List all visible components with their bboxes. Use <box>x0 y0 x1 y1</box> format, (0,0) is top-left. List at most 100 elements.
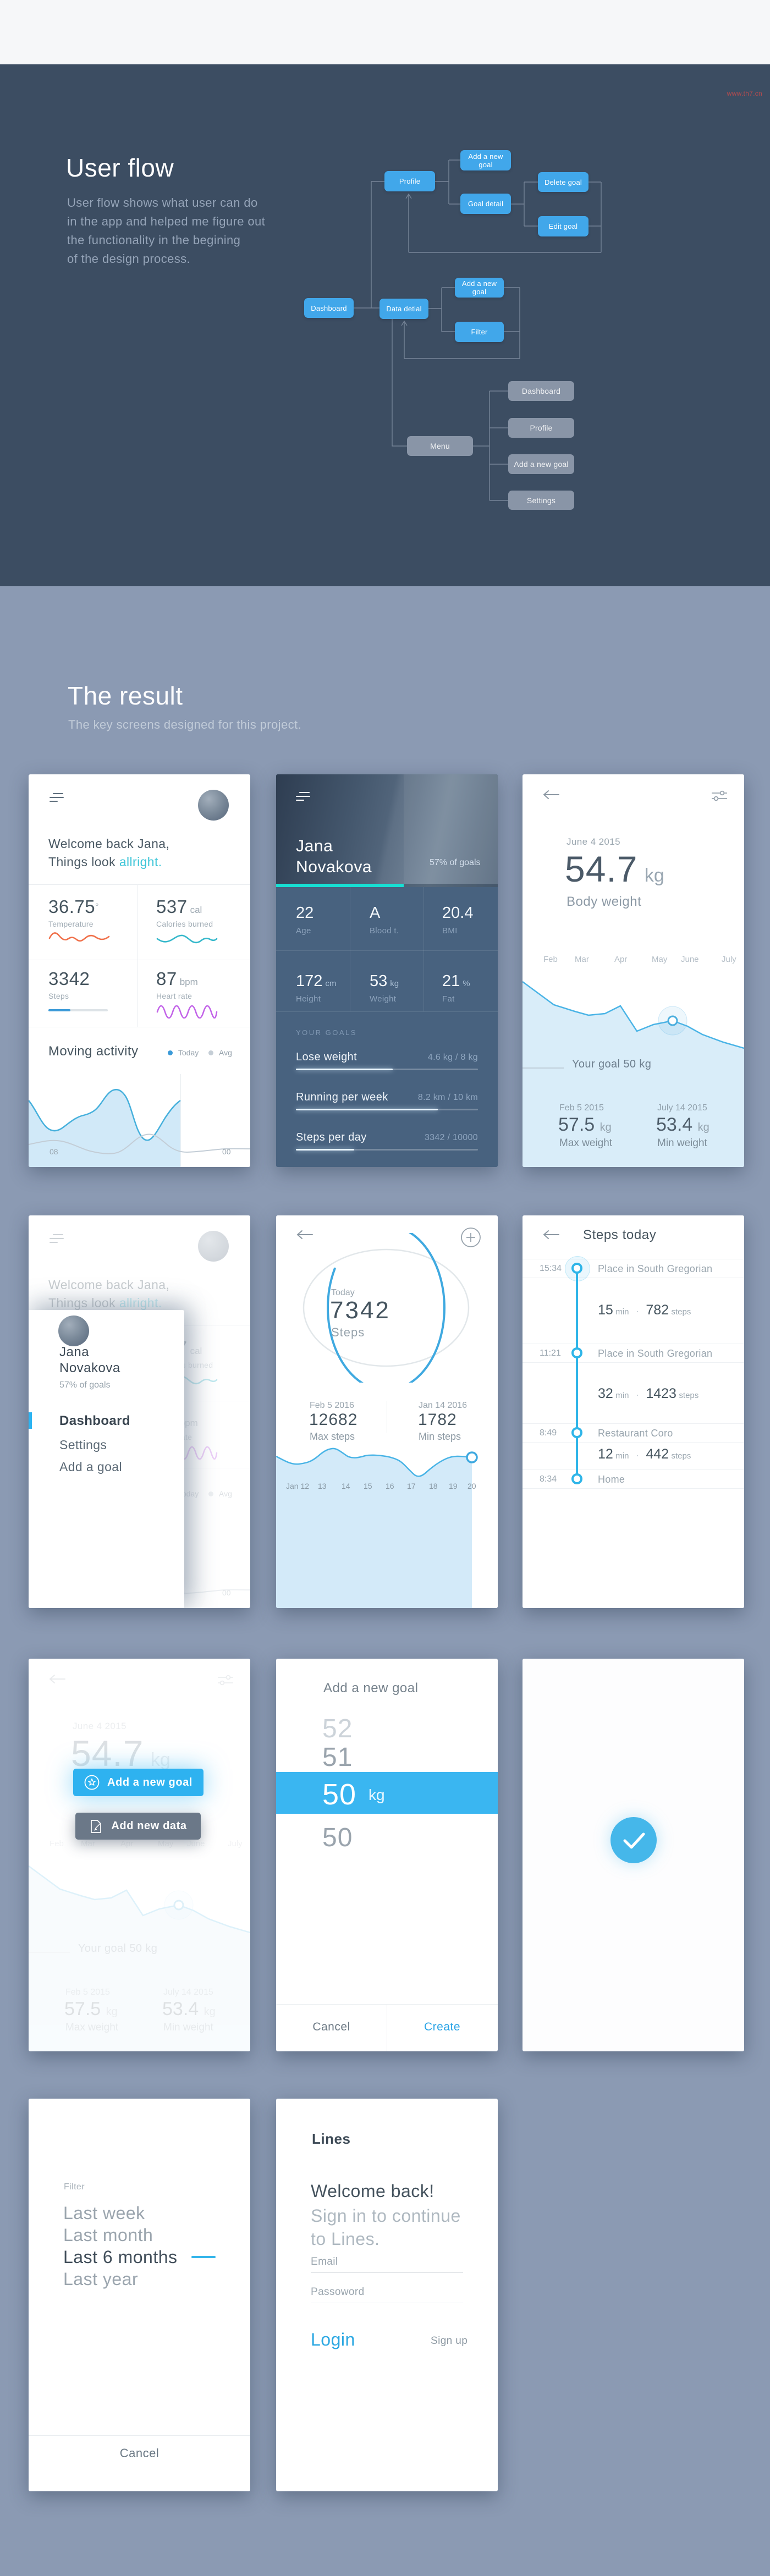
login-button[interactable]: Login <box>311 2330 355 2349</box>
picker-option[interactable]: 50 <box>322 1823 353 1852</box>
timeline-node <box>571 1347 582 1358</box>
success-check-circle <box>610 1817 657 1863</box>
month-tick[interactable]: Feb <box>543 955 558 964</box>
weight-reading: 54.7 kg <box>565 848 664 890</box>
flow-node-profile: Profile <box>384 171 435 191</box>
picker-option[interactable]: 51 <box>322 1743 353 1772</box>
month-tick[interactable]: May <box>158 1839 174 1848</box>
userflow-desc-line: the functionality in the begining <box>67 233 241 247</box>
signup-link[interactable]: Sign up <box>431 2335 468 2347</box>
login-subline1: Sign in to continue <box>311 2206 461 2226</box>
flow-node-menu-dashboard: Dashboard <box>508 381 574 401</box>
steps-progress-ring <box>302 1233 470 1383</box>
drawer-name-line1: Jana <box>59 1345 90 1359</box>
x-tick: Jan 12 <box>286 1482 310 1490</box>
welcome-accent: allright. <box>119 855 162 869</box>
min-steps-label: Min steps <box>419 1431 461 1442</box>
userflow-desc-line: User flow shows what user can do <box>67 196 258 210</box>
goal-name: Running per week <box>296 1091 388 1103</box>
menu-item-add-goal[interactable]: Add a goal <box>59 1460 122 1474</box>
top-strip <box>0 0 770 64</box>
photo-highlight <box>404 774 498 887</box>
create-button[interactable]: Create <box>424 2021 461 2033</box>
event-place: Place in South Gregorian <box>598 1263 713 1274</box>
add-plus-icon[interactable] <box>460 1226 482 1248</box>
back-arrow-icon[interactable] <box>542 790 560 800</box>
menu-drawer: Jana Novakova 57% of goals Dashboard Set… <box>29 1310 184 1608</box>
flow-node-data-detail: Data detial <box>380 299 428 319</box>
back-arrow-icon[interactable] <box>48 1674 66 1684</box>
stat-weight-label: Weight <box>370 994 397 1004</box>
menu-item-dashboard[interactable]: Dashboard <box>59 1413 130 1428</box>
month-tick[interactable]: June <box>187 1839 205 1848</box>
hamburger-menu-icon[interactable] <box>50 1234 64 1243</box>
menu-item-settings[interactable]: Settings <box>59 1438 107 1452</box>
star-icon <box>84 1775 100 1790</box>
heart-rate-unit: bpm <box>179 977 198 987</box>
x-tick: 19 <box>449 1482 458 1490</box>
month-tick[interactable]: Apr <box>614 955 628 964</box>
temperature-sparkline <box>48 932 110 942</box>
avatar[interactable] <box>198 1231 229 1262</box>
filter-option-last-6-months[interactable]: Last 6 months <box>63 2247 178 2267</box>
x-tick: 15 <box>364 1482 372 1490</box>
month-tick[interactable]: May <box>652 955 668 964</box>
back-arrow-icon[interactable] <box>296 1230 314 1240</box>
add-new-goal-button[interactable]: Add a new goal <box>73 1769 204 1796</box>
segment-detail: 12 min · 442 steps <box>598 1446 691 1462</box>
picker-title: Add a new goal <box>323 1681 419 1696</box>
picker-option[interactable]: 52 <box>322 1714 353 1743</box>
filter-sliders-icon[interactable] <box>217 1674 234 1686</box>
avatar[interactable] <box>198 790 229 821</box>
flow-node-dashboard: Dashboard <box>304 298 354 318</box>
stat-height-label: Height <box>296 994 321 1004</box>
filter-sliders-icon[interactable] <box>711 790 728 802</box>
month-tick[interactable]: Apr <box>120 1839 134 1848</box>
active-item-indicator <box>29 1412 32 1429</box>
email-field[interactable]: Email <box>311 2256 338 2267</box>
stat-weight: 53 kg <box>370 972 399 990</box>
filter-option-last-week[interactable]: Last week <box>63 2203 145 2223</box>
month-tick[interactable]: Mar <box>575 955 589 964</box>
picker-selected-unit: kg <box>369 1786 385 1803</box>
stat-fat-label: Fat <box>442 994 455 1004</box>
filter-option-last-month[interactable]: Last month <box>63 2225 153 2245</box>
max-weight-reading: 57.5 kg <box>64 1999 118 2019</box>
goal-annotation: Your goal 50 kg <box>78 1942 158 1955</box>
screen-filter: Filter Last week Last month Last 6 month… <box>29 2099 250 2491</box>
month-tick[interactable]: June <box>681 955 699 964</box>
legend-today-dot <box>168 1050 173 1055</box>
steps-label: Steps <box>48 992 69 1000</box>
min-weight-reading: 53.4 kg <box>162 1999 216 2019</box>
filter-option-last-year[interactable]: Last year <box>63 2269 139 2289</box>
profile-photo-header <box>276 774 498 887</box>
timeline-node <box>571 1263 582 1274</box>
legend-avg-dot <box>208 1050 214 1055</box>
month-tick[interactable]: July <box>722 955 736 964</box>
cancel-button[interactable]: Cancel <box>119 2446 160 2460</box>
flow-node-menu-settings: Settings <box>508 491 574 510</box>
login-subline2: to Lines. <box>311 2229 380 2249</box>
month-tick[interactable]: Feb <box>50 1839 64 1848</box>
calories-sparkline <box>156 934 218 944</box>
back-arrow-icon[interactable] <box>542 1230 560 1240</box>
min-steps-value: 1782 <box>418 1411 457 1429</box>
ring-today-label: Today <box>331 1288 355 1297</box>
picker-selected-row[interactable]: 50 kg <box>276 1772 498 1814</box>
ring-steps-unit: Steps <box>331 1325 365 1339</box>
hamburger-menu-icon[interactable] <box>50 793 64 802</box>
month-tick[interactable]: July <box>228 1839 243 1848</box>
password-field[interactable]: Passoword <box>311 2286 365 2298</box>
goal-name: Steps per day <box>296 1131 367 1143</box>
weight-chart <box>522 981 744 1167</box>
weight-label: Body weight <box>566 894 642 909</box>
flow-node-goal-detail: Goal detail <box>460 194 511 214</box>
cancel-button[interactable]: Cancel <box>312 2021 350 2033</box>
avatar[interactable] <box>58 1315 89 1346</box>
screen-steps-today: Steps today 15:34 Place in South Gregori… <box>522 1215 744 1608</box>
hamburger-menu-icon[interactable] <box>296 792 310 801</box>
add-new-data-button[interactable]: Add new data <box>75 1813 201 1840</box>
month-tick[interactable]: Mar <box>81 1839 95 1848</box>
